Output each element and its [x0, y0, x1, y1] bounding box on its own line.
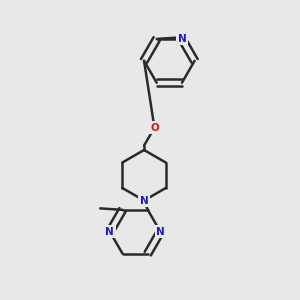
Text: O: O — [150, 123, 159, 133]
Text: N: N — [140, 196, 148, 206]
Text: N: N — [156, 227, 165, 237]
Text: N: N — [178, 34, 186, 44]
Text: N: N — [106, 227, 114, 237]
